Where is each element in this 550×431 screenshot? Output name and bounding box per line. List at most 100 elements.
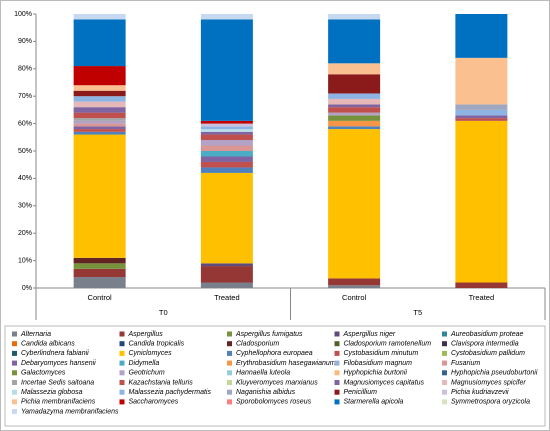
y-tick-label: 80% [18, 66, 32, 73]
bar-segment [200, 156, 253, 162]
bar-segment [328, 104, 381, 108]
legend-swatch [227, 399, 232, 405]
bar-segment [328, 285, 381, 288]
legend-swatch [12, 389, 17, 395]
legend-border [4, 325, 546, 427]
group-label: T5 [413, 308, 422, 317]
bar-segment [328, 74, 381, 94]
legend-label: Magnusiomyces capitatus [344, 379, 425, 386]
bar-segment [73, 123, 126, 127]
legend-label: Aureobasidium proteae [450, 331, 523, 338]
legend-swatch [227, 341, 232, 347]
bar-segment [200, 172, 253, 264]
legend-swatch [119, 341, 125, 347]
bar-segment [200, 14, 253, 20]
legend-label: Galactomyces [21, 370, 66, 377]
bar-segment [455, 120, 508, 283]
y-tick-label: 10% [18, 257, 32, 264]
bar-segment [328, 112, 381, 116]
legend-label: Candida albicans [21, 341, 75, 348]
legend-label: Cyphellophora europaea [236, 350, 313, 357]
bar-segment [200, 140, 253, 146]
bar-segment [200, 266, 253, 283]
legend-swatch [334, 360, 340, 366]
legend-label: Saccharomyces [129, 399, 179, 406]
legend-swatch [334, 389, 340, 395]
y-tick-label: 50% [18, 148, 32, 155]
legend-label: Cystobasidium pallidum [451, 350, 525, 357]
legend-label: Penicillium [344, 389, 378, 396]
legend-label: Clavispora intermedia [451, 341, 519, 348]
legend-swatch [334, 380, 340, 385]
legend-swatch [119, 350, 125, 356]
bar-segment [200, 145, 253, 151]
legend-label: Hyphopichia pseudoburtonii [451, 370, 538, 377]
legend-label: Filobasidium magnum [344, 360, 413, 367]
bar-segment [200, 134, 253, 141]
legend-swatch [442, 380, 447, 385]
bar-segment [73, 263, 126, 269]
legend-swatch [334, 399, 340, 405]
bar-segment [455, 282, 508, 288]
bar-segment [73, 85, 126, 91]
bar-segment [328, 98, 381, 105]
legend-swatch [442, 350, 447, 356]
y-tick-label: 100% [14, 11, 32, 18]
legend-swatch [119, 380, 125, 385]
bar-segment [200, 131, 253, 135]
bar-segment [73, 120, 126, 124]
x-tick-label: Treated [469, 293, 495, 302]
bar-segment [455, 118, 508, 121]
legend-swatch [227, 360, 232, 366]
legend-label: Hyphopichia burtonii [344, 370, 408, 377]
legend-swatch [12, 380, 17, 385]
bar-segment [200, 129, 253, 132]
bar-segment [200, 161, 253, 168]
bar-segment [328, 129, 381, 279]
legend-label: Cyberlindnera fabianii [21, 350, 89, 357]
legend-label: Fusarium [451, 360, 480, 367]
bar-segment [73, 14, 126, 20]
y-tick-label: 30% [18, 203, 32, 210]
legend-label: Cyniclomyces [129, 350, 173, 357]
bar-segment [73, 107, 126, 113]
bar-segment [73, 112, 126, 119]
y-tick-label: 40% [18, 175, 32, 182]
legend-label: Aspergillus fumigatus [235, 331, 303, 338]
legend-label: Aspergillus [128, 331, 164, 338]
bar-segment [73, 96, 126, 102]
legend-swatch [12, 370, 17, 376]
legend-swatch [227, 370, 232, 376]
bar-segment [73, 134, 126, 258]
bar-segment [73, 101, 126, 108]
legend-label: Geotrichum [129, 370, 165, 377]
legend-label: Cladosporium [236, 341, 279, 348]
legend-swatch [12, 350, 17, 356]
legend-label: Cystobasidium minutum [344, 350, 419, 357]
legend-swatch [334, 341, 340, 347]
bar-segment [73, 126, 126, 130]
group-label: T0 [159, 308, 168, 317]
legend-swatch [12, 409, 17, 415]
legend-swatch [442, 360, 447, 366]
bar-segment [455, 109, 508, 116]
legend-swatch [119, 399, 125, 405]
bar-segment [200, 19, 253, 121]
bar-segment [455, 57, 508, 105]
legend-swatch [119, 389, 125, 395]
legend-label: Symmetrospora oryzicola [451, 399, 530, 406]
legend-label: Alternaria [20, 331, 51, 338]
bar-segment [73, 129, 126, 132]
legend-label: Malassezia pachydermatis [129, 389, 212, 396]
legend-swatch [12, 341, 17, 347]
bar-segment [328, 115, 381, 121]
x-tick-label: Treated [214, 293, 240, 302]
legend-label: Incertae Sedis saitoana [21, 379, 94, 386]
legend-swatch [227, 380, 232, 385]
legend-swatch [442, 389, 447, 395]
legend-swatch [227, 350, 232, 356]
legend-label: Kluyveromyces marxianus [236, 379, 318, 386]
bar-segment [73, 118, 126, 121]
legend-swatch [334, 370, 340, 376]
